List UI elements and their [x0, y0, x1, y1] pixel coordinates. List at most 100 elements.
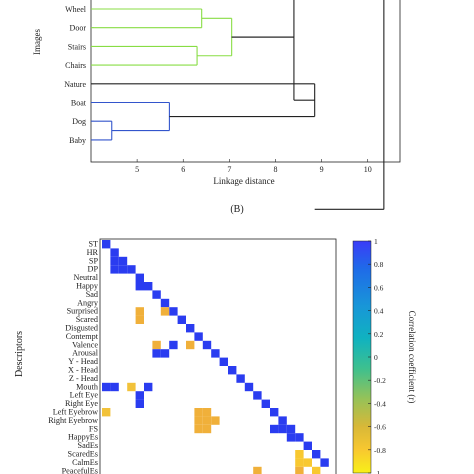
colorbar-tick-label: 0.6	[374, 283, 384, 292]
heatmap-row-label: Happy	[76, 282, 99, 291]
heatmap-cell	[144, 282, 153, 291]
heatmap-cell	[135, 273, 144, 282]
heatmap-row-label: PeacefulEs	[62, 466, 98, 474]
heatmap-cell	[160, 307, 170, 316]
colorbar-label: Correlation coefficient (r)	[407, 311, 417, 404]
dendrogram-xtick-label: 5	[135, 165, 139, 174]
heatmap-cell	[270, 424, 279, 434]
heatmap-cell	[228, 366, 237, 375]
heatmap-cell	[286, 424, 296, 434]
heatmap-row-label: Z - Head	[69, 374, 98, 383]
heatmap-cell	[270, 408, 279, 417]
heatmap-cell	[202, 340, 212, 350]
heatmap-row-label: CalmEs	[72, 458, 98, 467]
heatmap-cell	[211, 416, 220, 425]
heatmap-cell	[102, 382, 111, 392]
heatmap-cell	[118, 265, 128, 274]
heatmap-cell	[202, 408, 212, 417]
colorbar-tick-label: 0.4	[374, 307, 384, 316]
heatmap-cell	[152, 349, 161, 358]
heatmap-cell	[110, 248, 119, 257]
heatmap-ylabel: Descriptors	[14, 331, 25, 377]
heatmap-cell	[303, 458, 312, 467]
heatmap-cell	[244, 382, 254, 392]
dendrogram-leaf-label: Stairs	[68, 42, 86, 51]
heatmap-cell	[278, 424, 287, 434]
colorbar-tick-label: 0.2	[374, 330, 384, 339]
heatmap-cell	[295, 466, 304, 474]
heatmap-row-label: Surprised	[67, 307, 98, 316]
heatmap-cell	[219, 357, 228, 366]
heatmap-cell	[169, 340, 178, 350]
heatmap-cell	[127, 265, 136, 274]
dendrogram-xtick-label: 10	[364, 165, 372, 174]
dendrogram-leaf-label: Chairs	[65, 61, 86, 70]
heatmap-cell	[135, 399, 144, 408]
heatmap-cell	[160, 298, 170, 308]
heatmap-cell	[160, 349, 170, 358]
heatmap-cell	[278, 416, 287, 425]
heatmap-cell	[312, 450, 321, 459]
dendrogram-leaf-label: Wheel	[65, 5, 87, 14]
dendrogram-xtick-label: 7	[227, 165, 231, 174]
heatmap-cell	[253, 391, 262, 400]
dendrogram-leaf-label: Dog	[72, 117, 86, 126]
heatmap-cell	[253, 466, 262, 474]
dendrogram-leaf-label: Door	[70, 24, 87, 33]
heatmap-cell	[169, 307, 178, 316]
heatmap-row-label: SP	[89, 256, 99, 265]
heatmap-cell	[152, 290, 161, 299]
heatmap-row-label: Valence	[72, 340, 98, 349]
heatmap-row-label: Y - Head	[68, 357, 98, 366]
heatmap-cell	[236, 374, 245, 383]
heatmap-row-label: Arousal	[72, 349, 99, 358]
heatmap-row-label: Neutral	[73, 273, 98, 282]
heatmap-cell	[194, 416, 203, 425]
heatmap-cell	[102, 408, 111, 417]
heatmap-cell	[286, 433, 296, 442]
colorbar-tick-label: -0.4	[374, 399, 386, 408]
dendrogram-leaf-label: Nature	[64, 80, 86, 89]
dendrogram-leaf-label: Boat	[71, 99, 87, 108]
heatmap-cell	[110, 382, 119, 392]
heatmap-row-label: HR	[87, 248, 99, 257]
heatmap-row-label: Left Eye	[70, 391, 99, 400]
dendrogram-xlabel: Linkage distance	[213, 176, 274, 186]
dendrogram-xtick-label: 8	[273, 165, 277, 174]
heatmap-row-label: ScaredEs	[68, 450, 98, 459]
heatmap-cell	[295, 450, 304, 459]
colorbar-tick-label: -0.2	[374, 376, 386, 385]
dendrogram-chart: Wheel Door Stairs Chairs Nature Boat Dog Baby 5 6…	[64, 0, 401, 210]
heatmap-cell	[320, 458, 329, 467]
heatmap-cell	[135, 307, 144, 316]
heatmap-row-label: HappyEs	[68, 433, 98, 442]
heatmap-cell	[194, 424, 203, 434]
heatmap-cell	[144, 382, 153, 392]
heatmap-cell	[202, 424, 212, 434]
heatmap-cell	[152, 340, 161, 350]
panel-label: (B)	[230, 204, 243, 215]
heatmap-row-label: FS	[89, 424, 99, 433]
heatmap-cell	[110, 265, 119, 274]
correlation-heatmap: STHRSPDPNeutralHappySadAngrySurprisedSca…	[48, 238, 337, 474]
heatmap-cell	[135, 391, 144, 400]
heatmap-row-label: X - Head	[68, 366, 98, 375]
heatmap-row-label: Disgusted	[65, 324, 98, 333]
heatmap-cell	[177, 315, 186, 324]
heatmap-cell	[295, 433, 304, 442]
colorbar-ticks: 1 0.8 0.6 0.4 0.2 0 -0.2 -0.4 -0.6 -0.8 -1	[368, 237, 386, 474]
heatmap-cell	[312, 466, 321, 474]
dendrogram-xtick-label: 9	[320, 165, 324, 174]
dendrogram-leaf-label: Baby	[69, 136, 86, 145]
heatmap-cell	[186, 340, 195, 350]
colorbar-tick-label: -1	[374, 469, 380, 474]
heatmap-cell	[127, 382, 136, 392]
heatmap-row-label: Angry	[77, 298, 99, 307]
heatmap-row-label: Right Eye	[65, 399, 98, 408]
heatmap-cell	[194, 332, 203, 341]
heatmap-row-label: Mouth	[76, 382, 98, 391]
colorbar-tick-label: -0.8	[374, 446, 386, 455]
heatmap-row-label: Sad	[86, 290, 98, 299]
heatmap-cell	[303, 441, 312, 450]
